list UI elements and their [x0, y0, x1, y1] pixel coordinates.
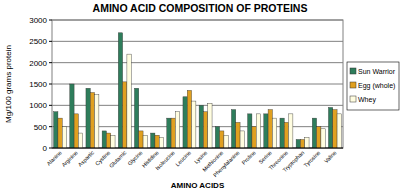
bar	[58, 118, 62, 148]
bar	[236, 122, 240, 148]
tick-label: 2000	[29, 59, 47, 68]
grid-line	[52, 41, 343, 42]
grid-line	[52, 20, 343, 21]
bar	[54, 112, 58, 148]
bar	[215, 127, 219, 148]
bar	[95, 95, 99, 148]
tick	[49, 84, 52, 85]
bar	[264, 114, 268, 148]
bar	[78, 133, 82, 148]
bar	[296, 139, 300, 148]
category-label: Tyrosine	[303, 149, 322, 168]
bar	[159, 137, 163, 148]
bar	[337, 114, 341, 148]
category-label: Aspartic	[77, 149, 95, 167]
bar	[143, 135, 147, 148]
bar	[300, 139, 304, 148]
bar	[123, 82, 127, 148]
bar	[127, 54, 131, 148]
category-label: Phenylalanine	[212, 149, 241, 178]
x-axis	[52, 148, 343, 149]
bar	[74, 114, 78, 148]
tick-label: 2500	[29, 37, 47, 46]
category-label: Glutamic	[108, 149, 128, 169]
bar	[268, 110, 272, 148]
legend	[347, 62, 399, 110]
legend-swatch	[350, 68, 356, 74]
bar	[90, 93, 94, 148]
legend-label: Whey	[358, 96, 376, 104]
bar	[224, 135, 228, 148]
bar	[256, 114, 260, 148]
bar	[171, 118, 175, 148]
chart: AMINO ACID COMPOSITION OF PROTEINS 0 500 10…	[0, 0, 400, 191]
bar	[106, 133, 110, 148]
bar	[203, 112, 207, 148]
bar	[183, 97, 187, 148]
tick-label: 1500	[29, 80, 47, 89]
tick	[49, 62, 52, 63]
bar	[328, 107, 332, 148]
bars	[54, 33, 342, 148]
bar	[111, 135, 115, 148]
bar	[317, 127, 321, 148]
bar	[289, 114, 293, 148]
grid-line	[52, 62, 343, 63]
bar	[252, 127, 256, 148]
bar	[155, 135, 159, 148]
bar	[284, 122, 288, 148]
bar	[208, 103, 212, 148]
bar	[231, 110, 235, 148]
tick	[49, 148, 52, 149]
tick	[49, 41, 52, 42]
bar	[240, 131, 244, 148]
bar	[118, 33, 122, 148]
tick	[49, 105, 52, 106]
bar	[102, 131, 106, 148]
bar	[187, 90, 191, 148]
category-label: Valine	[323, 149, 338, 164]
grid-line	[52, 84, 343, 85]
category-label: Arginine	[60, 149, 79, 168]
bar	[305, 137, 309, 148]
legend-swatch	[350, 82, 356, 88]
bar	[62, 127, 66, 148]
tick	[49, 126, 52, 127]
legend-label: Sun Warrior	[358, 68, 396, 75]
bar	[280, 118, 284, 148]
tick-label: 0	[43, 144, 48, 153]
x-axis-label: AMINO ACIDS	[171, 181, 225, 190]
bar	[312, 118, 316, 148]
bar	[86, 88, 90, 148]
bar	[175, 112, 179, 148]
bar	[333, 110, 337, 148]
title: AMINO ACID COMPOSITION OF PROTEINS	[93, 2, 308, 14]
tick	[49, 20, 52, 21]
category-label: Tryptophan	[282, 149, 306, 173]
bar	[248, 114, 252, 148]
bar	[220, 131, 224, 148]
legend-label: Egg (whole)	[358, 82, 395, 90]
grid-line	[52, 148, 343, 149]
bar	[321, 129, 325, 148]
tick-label: 1000	[29, 101, 47, 110]
y-axis-label: Mg/100 grams protein	[4, 45, 13, 123]
bar	[167, 118, 171, 148]
legend-swatch	[350, 96, 356, 102]
bar	[70, 84, 74, 148]
tick-label: 500	[34, 123, 48, 132]
bar	[151, 133, 155, 148]
bar	[192, 101, 196, 148]
bar	[272, 118, 276, 148]
category-label: Isoleucine	[154, 149, 176, 171]
tick-label: 3000	[29, 16, 47, 25]
category-label: Leucine	[174, 149, 192, 167]
plot-area	[52, 20, 343, 148]
bar	[139, 131, 143, 148]
category-label: Proline	[240, 149, 256, 165]
bar	[134, 88, 138, 148]
bar	[199, 105, 203, 148]
